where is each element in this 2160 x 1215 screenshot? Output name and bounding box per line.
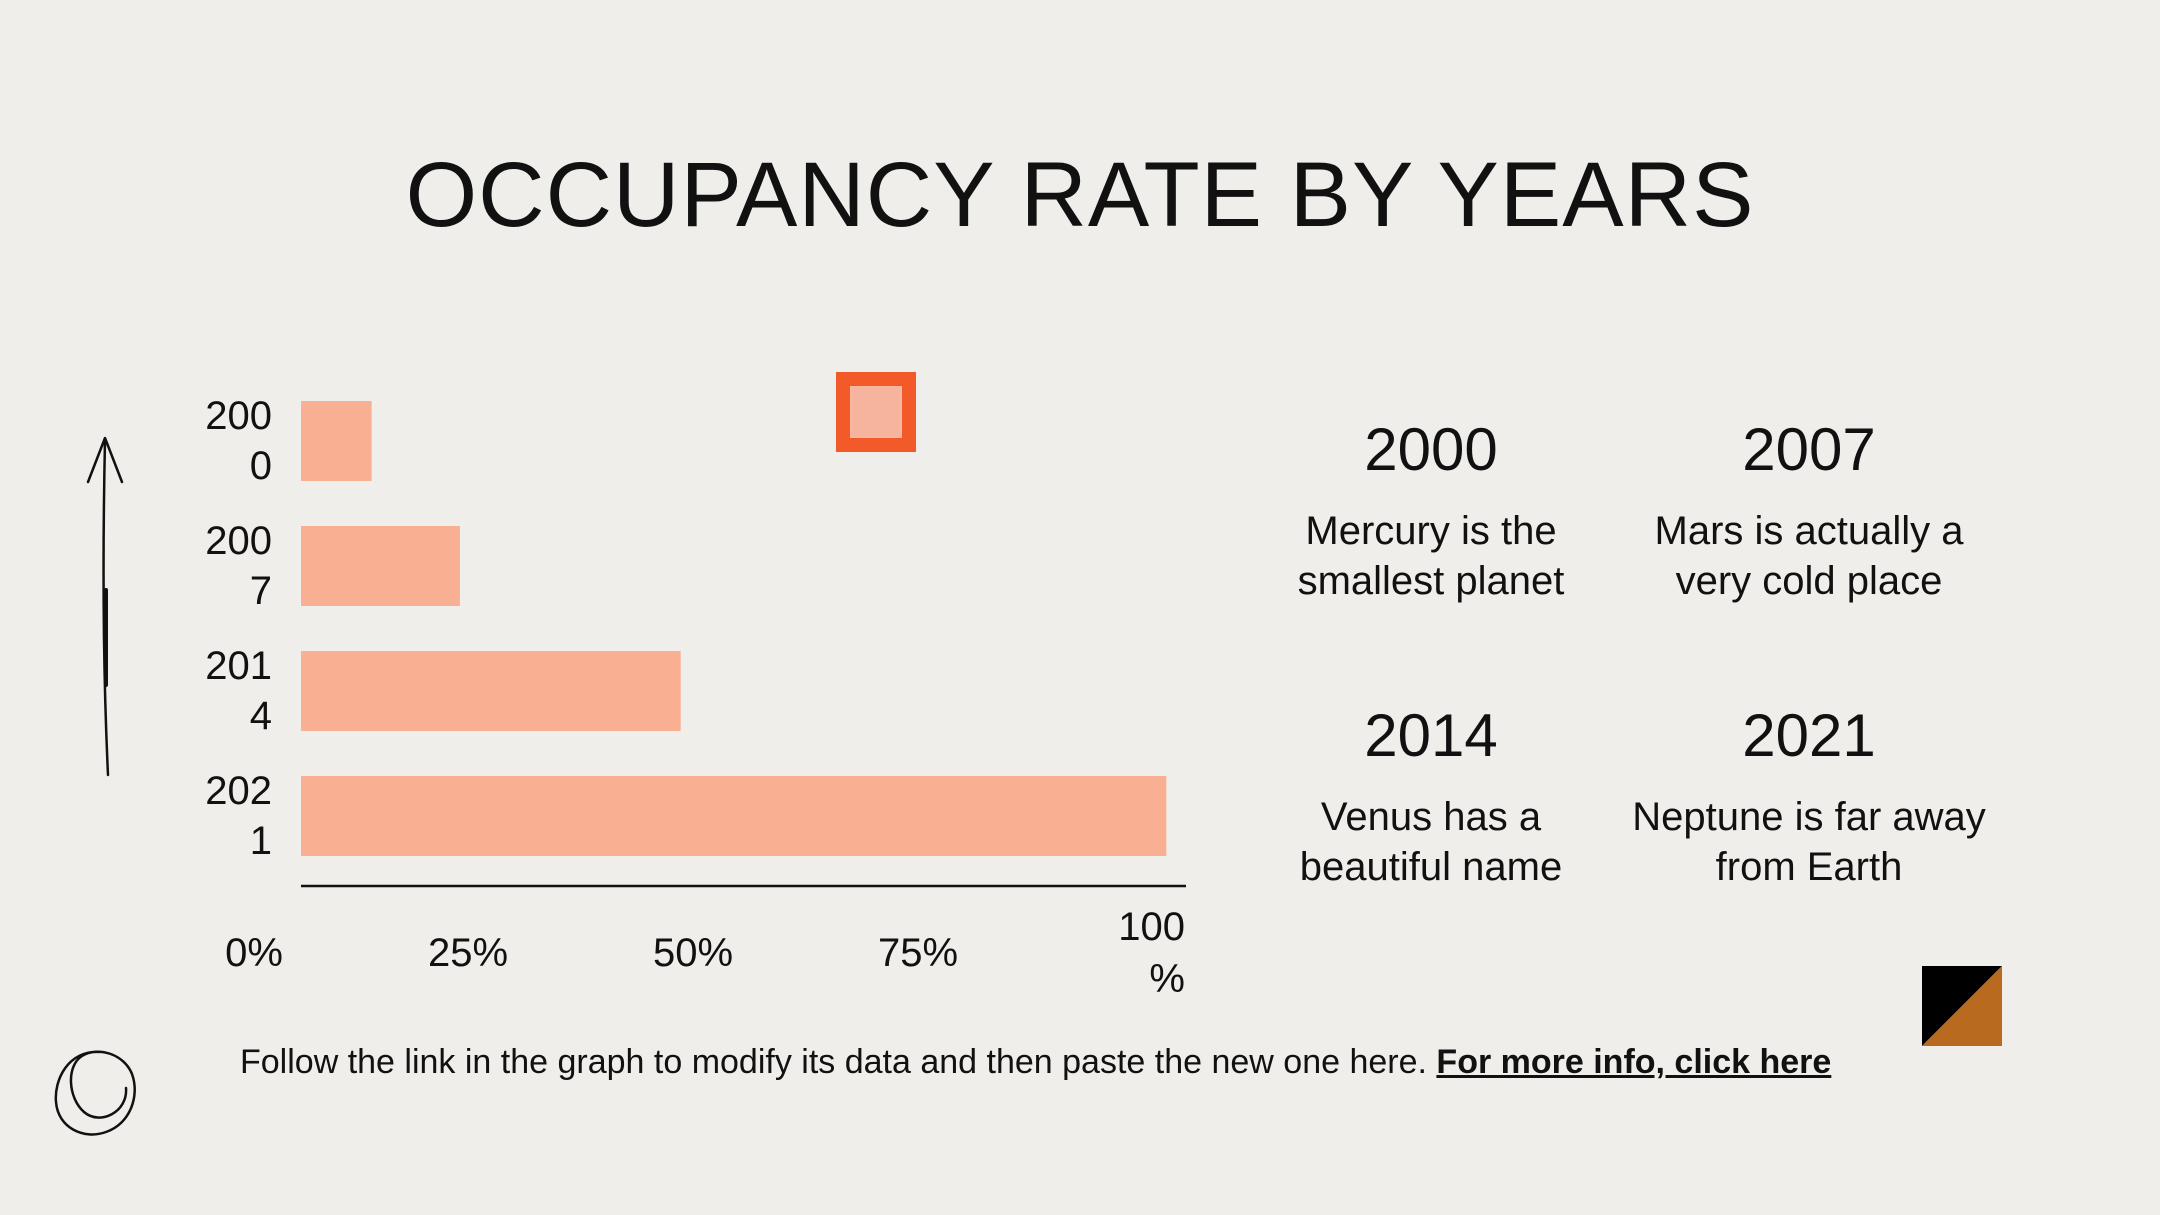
fact-2014: 2014 Venus has a beautiful name bbox=[1251, 700, 1611, 892]
more-info-link[interactable]: For more info, click here bbox=[1436, 1043, 1832, 1081]
y-tick-label: 200 7 bbox=[205, 519, 272, 613]
fact-text: Neptune is far away from Earth bbox=[1632, 795, 1986, 889]
x-tick-label: 100% bbox=[1118, 905, 1185, 1001]
fact-year: 2021 bbox=[1742, 702, 1876, 769]
y-tick-label: 200 0 bbox=[205, 394, 272, 488]
footer-note: Follow the link in the graph to modify i… bbox=[240, 1038, 1831, 1086]
square-frame-icon bbox=[836, 372, 916, 452]
x-tick-label: 75% bbox=[878, 931, 958, 975]
fact-year: 2007 bbox=[1742, 416, 1876, 483]
bar bbox=[301, 401, 372, 481]
bar bbox=[301, 776, 1167, 856]
page-title: OCCUPANCY RATE BY YEARS bbox=[405, 144, 1755, 246]
x-tick-label: 50% bbox=[653, 931, 733, 975]
bar bbox=[301, 526, 460, 606]
fact-text: Venus has a beautiful name bbox=[1299, 795, 1563, 889]
split-square-icon bbox=[1922, 966, 2002, 1046]
y-tick-label: 202 1 bbox=[205, 769, 272, 863]
fact-2007: 2007 Mars is actually a very cold place bbox=[1629, 414, 1989, 606]
fact-year: 2014 bbox=[1364, 702, 1498, 769]
fact-2021: 2021 Neptune is far away from Earth bbox=[1629, 700, 1989, 892]
fact-2000: 2000 Mercury is the smallest planet bbox=[1251, 414, 1611, 606]
fact-year: 2000 bbox=[1364, 416, 1498, 483]
footer-text: Follow the link in the graph to modify i… bbox=[240, 1043, 1427, 1081]
bar bbox=[301, 651, 681, 731]
fact-text: Mercury is the smallest planet bbox=[1297, 509, 1565, 603]
scribble-circle-icon bbox=[54, 1050, 136, 1136]
x-tick-label: 25% bbox=[428, 931, 508, 975]
y-tick-label: 201 4 bbox=[205, 644, 272, 738]
x-tick-label: 0% bbox=[225, 931, 283, 975]
fact-text: Mars is actually a very cold place bbox=[1654, 509, 1964, 603]
arrow-up-icon bbox=[86, 436, 124, 777]
